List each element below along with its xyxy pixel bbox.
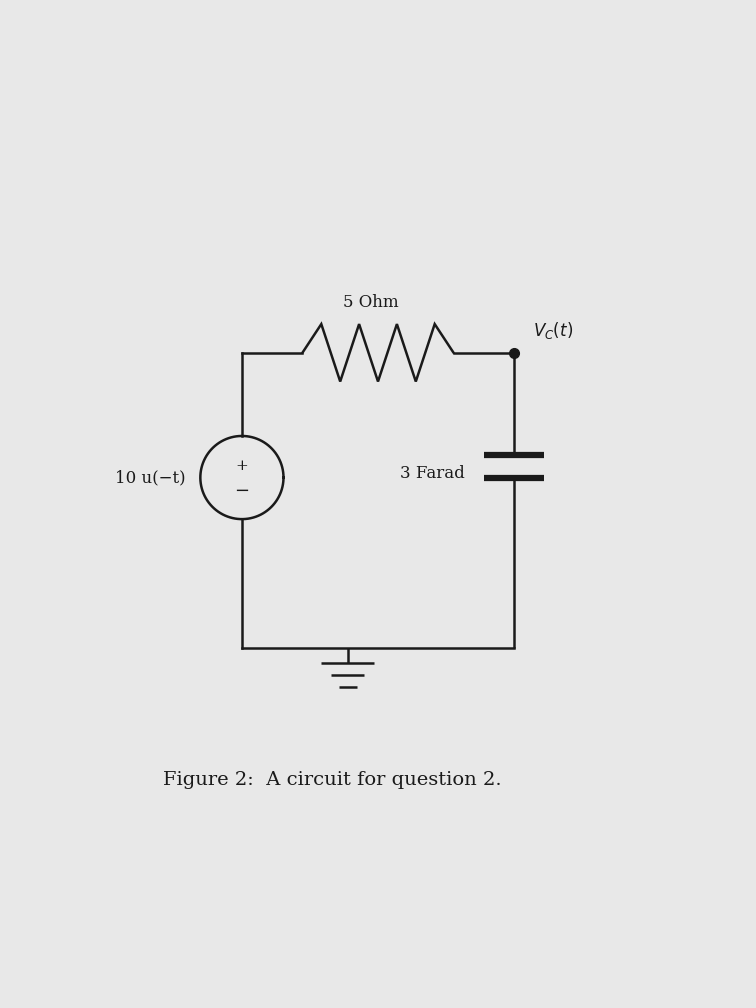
Text: 5 Ohm: 5 Ohm [342, 294, 398, 311]
Text: 10 u(−t): 10 u(−t) [115, 469, 185, 486]
Text: −: − [234, 482, 249, 500]
Text: Figure 2:  A circuit for question 2.: Figure 2: A circuit for question 2. [163, 771, 502, 789]
Text: 3 Farad: 3 Farad [400, 466, 465, 482]
Text: +: + [236, 460, 248, 473]
Text: $V_C(t)$: $V_C(t)$ [533, 320, 573, 341]
